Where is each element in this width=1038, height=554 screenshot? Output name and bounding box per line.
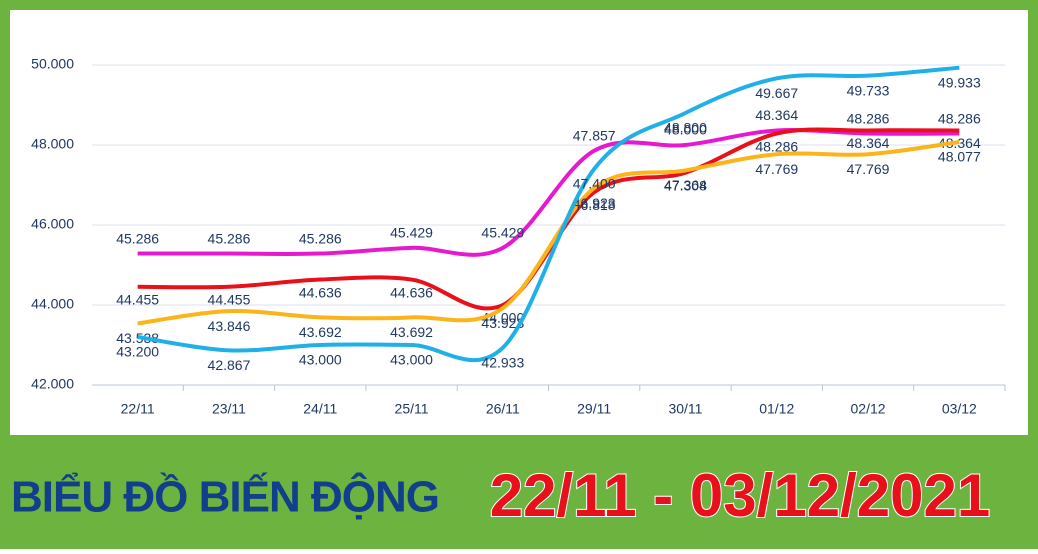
data-label: 47.857 [573,127,616,143]
data-label: 43.200 [116,344,159,360]
data-label: 43.923 [481,315,524,331]
data-label: 44.455 [208,292,251,308]
data-label: 48.286 [847,110,890,126]
data-label: 47.308 [664,177,707,193]
plot-bg [10,10,1028,435]
series-line [137,139,960,326]
y-tick-label: 48.000 [31,136,74,152]
y-tick-label: 44.000 [31,296,74,312]
data-label: 44.636 [390,284,433,300]
data-label: 48.364 [755,107,798,123]
x-tick-label: 30/11 [668,401,702,417]
data-label: 44.636 [299,284,342,300]
data-label: 47.769 [847,161,890,177]
data-label: 43.692 [390,324,433,340]
chart-subtitle: 22/11 - 03/12/2021 [490,462,990,529]
chart-title: BIỂU ĐỒ BIẾN ĐỘNG [11,471,439,522]
data-label: 48.286 [938,110,981,126]
x-tick-label: 03/12 [942,401,977,417]
series-line [137,65,960,362]
data-label: 43.000 [390,352,433,368]
data-label: 45.286 [299,230,342,246]
data-label: 49.933 [938,74,981,90]
data-label: 43.692 [299,324,342,340]
data-label: 48.077 [938,149,981,165]
x-tick-label: 02/12 [851,401,886,417]
data-label: 42.867 [208,357,251,373]
x-tick-label: 29/11 [577,401,611,417]
x-tick-label: 01/12 [759,401,794,417]
data-label: 47.364 [664,177,707,193]
x-tick-label: 24/11 [303,401,337,417]
data-label: 48.364 [847,135,890,151]
data-label: 43.846 [208,318,251,334]
data-label: 47.769 [755,161,798,177]
y-tick-label: 46.000 [31,216,74,232]
data-label: 49.733 [847,82,890,98]
x-tick-label: 25/11 [395,401,429,417]
data-label: 45.286 [208,230,251,246]
x-tick-label: 22/11 [121,401,155,417]
data-label: 45.286 [116,230,159,246]
data-label: 48.286 [755,138,798,154]
data-label: 44.455 [116,292,159,308]
data-label: 42.933 [481,354,524,370]
data-label: 45.429 [481,225,524,241]
data-label: 46.923 [573,195,616,211]
data-label: 47.400 [573,176,616,192]
data-label: 45.429 [390,225,433,241]
y-tick-label: 42.000 [31,376,74,392]
x-tick-label: 26/11 [486,401,520,417]
data-label: 48.800 [664,120,707,136]
data-label: 49.667 [755,85,798,101]
y-tick-label: 50.000 [31,56,74,72]
data-label: 48.000 [664,122,707,138]
x-tick-label: 23/11 [212,401,246,417]
data-label: 43.000 [299,352,342,368]
